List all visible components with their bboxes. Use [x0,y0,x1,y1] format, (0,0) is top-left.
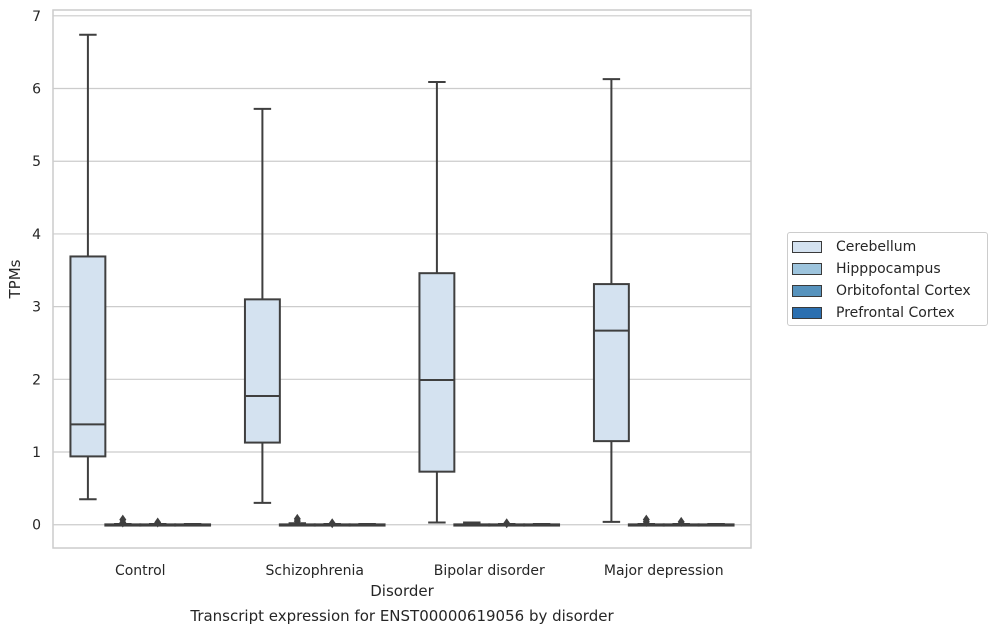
box-prefrontal-cortex [174,523,212,527]
x-tick-labels: Control Schizophrenia Bipolar disorder Majo… [115,563,724,579]
x-tick-label: Major depression [604,563,724,579]
box-hipppocampus [278,513,316,527]
legend-label-orbitofrontal-cortex: Orbitofontal Cortex [836,283,971,299]
box-orbitofontal-cortex [139,517,177,528]
legend-item-cerebellum: Cerebellum [792,237,916,257]
y-axis-label: TPMs [6,259,24,299]
y-tick-label: 2 [32,372,41,388]
y-tick-label: 0 [32,518,41,534]
box-cerebellum [243,107,281,504]
legend-swatch-prefrontal-cortex [792,307,822,319]
outlier-point [154,517,162,528]
legend-swatch-hippocampus [792,263,822,275]
outlier-point [293,513,301,524]
chart-caption: Transcript expression for ENST0000061905… [190,607,614,625]
box-cerebellum [418,80,456,524]
outlier-point [677,516,685,527]
outlier-point [119,514,127,525]
x-tick-label: Bipolar disorder [434,563,545,579]
y-tick-labels: 0 1 2 3 4 5 6 7 [32,9,41,534]
box-orbitofontal-cortex [488,518,526,529]
box-body [418,272,456,473]
box-orbitofontal-cortex [662,516,700,527]
legend-label-prefrontal-cortex: Prefrontal Cortex [836,305,955,321]
box-prefrontal-cortex [697,523,735,527]
plot-frame [52,9,752,549]
box-cerebellum [69,33,107,501]
y-tick-label: 4 [32,227,41,243]
legend-item-prefrontal-cortex: Prefrontal Cortex [792,303,955,323]
legend-label-cerebellum: Cerebellum [836,239,917,255]
legend-item-orbitofrontal-cortex: Orbitofontal Cortex [792,281,971,301]
box-hipppocampus [104,514,142,528]
legend: Cerebellum Hipppocampus Orbitofontal Cor… [787,232,988,326]
grid-lines [53,15,751,526]
box-body [592,283,630,443]
outlier-point [503,518,511,529]
box-prefrontal-cortex [523,523,561,527]
outlier-point [328,518,336,529]
box-body [69,255,107,458]
legend-label-hippocampus: Hipppocampus [836,261,941,277]
box-body [243,298,281,444]
x-tick-label: Control [115,563,166,579]
box-plots [69,33,735,529]
outlier-point [642,514,650,525]
y-tick-label: 6 [32,82,41,98]
box-hipppocampus [627,514,665,527]
x-axis-label: Disorder [370,582,434,600]
legend-item-hippocampus: Hipppocampus [792,259,941,279]
legend-swatch-cerebellum [792,241,822,253]
x-tick-label: Schizophrenia [266,563,364,579]
box-cerebellum [592,78,630,523]
y-tick-label: 5 [32,154,41,170]
y-tick-label: 1 [32,445,41,461]
legend-swatch-orbitofrontal-cortex [792,285,822,297]
box-orbitofontal-cortex [313,518,351,529]
y-tick-label: 3 [32,300,41,316]
box-hipppocampus [453,521,491,527]
box-prefrontal-cortex [348,523,386,527]
y-tick-label: 7 [32,9,41,25]
